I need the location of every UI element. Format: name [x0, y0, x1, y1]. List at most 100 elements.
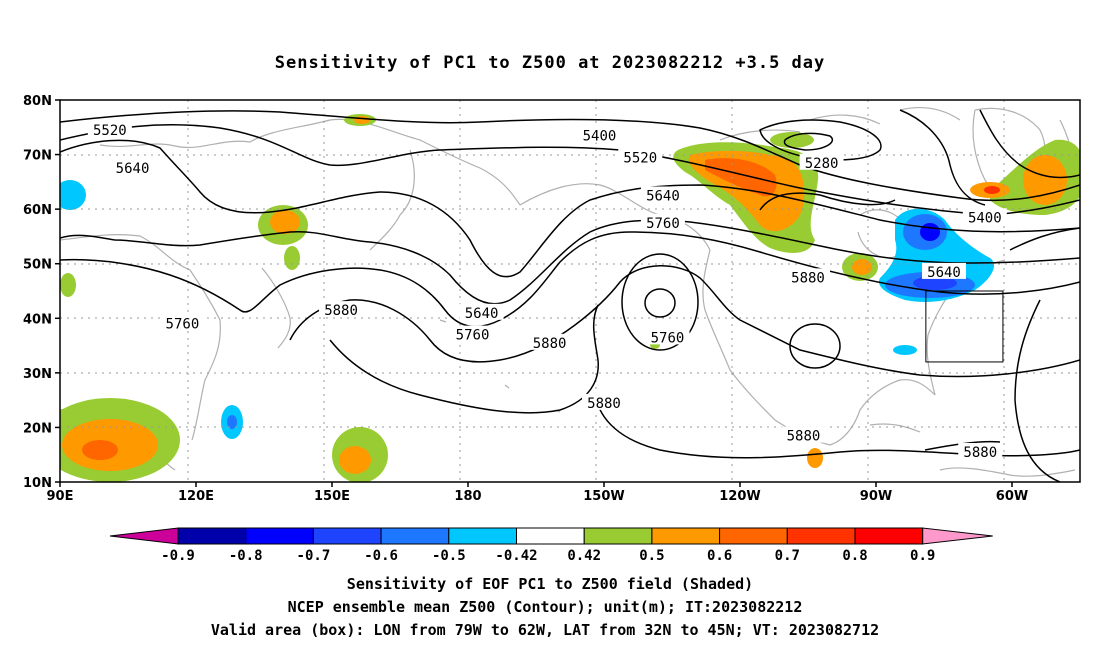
contour-label: 5400 [968, 210, 1002, 226]
shade-neg-west [60, 180, 86, 210]
lon-label: 150E [314, 489, 350, 504]
shade-neg-phil-core [227, 415, 237, 429]
contour-label-bg [577, 126, 622, 143]
sensitivity-shading [60, 114, 1080, 482]
contour-label-bg [459, 303, 504, 320]
colorbar-segment [854, 527, 924, 545]
contour-label: 5880 [963, 445, 997, 461]
lat-label: 50N [23, 258, 52, 273]
valid-area-box [925, 290, 1004, 363]
lat-label: 60N [23, 203, 52, 218]
shade-pos-okhotsk-core [270, 210, 300, 234]
longitude-axis: 90E 120E 150E 180 150W 120W 90W 60W [47, 482, 1028, 504]
contour-label: 5760 [456, 328, 490, 344]
contour-label-bg [450, 325, 495, 342]
contour-label-bg [645, 328, 690, 345]
contour-label: 5640 [927, 265, 961, 281]
contour-label: 5280 [805, 156, 839, 172]
caption-valid-area: Valid area (box): LON from 79W to 62W, L… [211, 621, 879, 639]
contour-label-bg [640, 213, 685, 230]
shade-pos-lakes-core [852, 259, 872, 275]
contour-label-bg [110, 159, 155, 176]
caption-contour: NCEP ensemble mean Z500 (Contour); unit(… [288, 598, 803, 616]
map-panel: 5520 5640 5400 5520 5640 5760 5280 5400 5640 5880… [23, 94, 1081, 504]
contour-label-bg [527, 333, 572, 350]
contour-label-bg [958, 442, 1003, 459]
contour-label-bg [319, 301, 364, 318]
contour-label-bg [962, 208, 1007, 225]
contour-label: 5640 [465, 306, 499, 322]
shade-pos-india-peak [82, 440, 118, 460]
colorbar-label: -0.7 [297, 548, 331, 564]
shade-neg-coast [893, 345, 917, 355]
contour-label: 5760 [166, 317, 200, 333]
shade-pos-canada-north [770, 132, 814, 148]
colorbar-segment [245, 527, 314, 545]
colorbar-label: 0.5 [639, 548, 664, 564]
contour-label: 5520 [623, 150, 657, 166]
contour-label: 5880 [533, 336, 567, 352]
lon-label: 90E [47, 489, 74, 504]
lat-label: 30N [23, 367, 52, 382]
colorbar-label: 0.8 [842, 548, 867, 564]
shade-pos-scs-core [339, 446, 371, 474]
shade-pos-arctic-core [354, 116, 370, 124]
lon-label: 90W [860, 489, 892, 504]
colorbar-segment [516, 527, 585, 545]
contour-label: 5400 [583, 128, 617, 144]
shade-pos-labrador-core [984, 186, 1000, 194]
lat-label: 40N [23, 312, 52, 327]
contour-label: 5880 [324, 303, 358, 319]
shade-pos-west [60, 273, 76, 297]
shade-pos-okhotsk-tail [284, 246, 300, 270]
contour-label-bg [618, 148, 663, 165]
contour-label: 5760 [646, 216, 680, 232]
lat-label: 80N [23, 94, 52, 109]
shade-pos-canada-core [705, 158, 777, 197]
z500-contours [60, 109, 1080, 482]
colorbar-segment [583, 527, 653, 545]
contour-label: 5640 [646, 189, 680, 205]
colorbar-segment [448, 527, 517, 545]
shade-pos-mexico [807, 448, 823, 468]
lat-label: 70N [23, 149, 52, 164]
colorbar-segment [177, 527, 247, 545]
contour-label-bg [786, 268, 830, 285]
lon-label: 150W [583, 489, 624, 504]
lat-label: 20N [23, 421, 52, 436]
colorbar-label: 0.42 [567, 548, 601, 564]
colorbar-high-arrow [922, 527, 993, 545]
colorbar-label: -0.42 [495, 548, 537, 564]
figure-title: Sensitivity of PC1 to Z500 at 2023082212… [275, 53, 826, 73]
lon-label: 120W [719, 489, 760, 504]
shade-neg-east-core2 [913, 276, 957, 290]
contour-labels: 5520 5640 5400 5520 5640 5760 5280 5400 5640 5880… [87, 121, 1007, 461]
colorbar-segment [786, 527, 856, 545]
lat-label: 10N [23, 476, 52, 491]
contour-label-bg [799, 153, 844, 170]
colorbar-segment [719, 527, 788, 545]
colorbar-label: -0.9 [161, 548, 195, 564]
colorbar: -0.9 -0.8 -0.7 -0.6 -0.5 -0.42 0.42 0.5 0.6 0.7 0.… [109, 527, 993, 564]
colorbar-label: 0.6 [707, 548, 732, 564]
contour-label-bg [582, 393, 626, 410]
colorbar-label: -0.5 [432, 548, 466, 564]
contour-label-bg [160, 314, 205, 331]
colorbar-segment [651, 527, 721, 545]
contour-label: 5760 [651, 330, 685, 346]
captions: Sensitivity of EOF PC1 to Z500 field (Sh… [211, 575, 879, 639]
caption-shaded: Sensitivity of EOF PC1 to Z500 field (Sh… [347, 575, 753, 593]
colorbar-low-arrow [109, 527, 179, 545]
colorbar-label: 0.9 [910, 548, 935, 564]
latitude-axis: 80N 70N 60N 50N 40N 30N 20N 10N [23, 94, 60, 491]
lon-label: 120E [178, 489, 214, 504]
contour-label-bg [640, 186, 685, 203]
shade-neg-east-core1 [920, 223, 940, 241]
colorbar-segment [380, 527, 450, 545]
contour-label: 5880 [587, 396, 621, 412]
colorbar-label: -0.6 [364, 548, 398, 564]
lon-label: 60W [996, 489, 1028, 504]
contour-label-bg [87, 121, 132, 138]
colorbar-label: -0.8 [229, 548, 263, 564]
